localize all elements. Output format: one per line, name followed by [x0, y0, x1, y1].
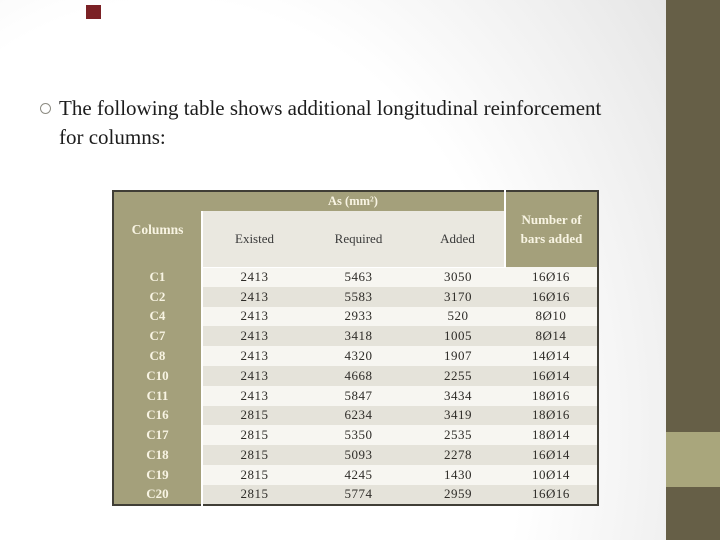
added-cell: 1005: [411, 326, 505, 347]
bars-added-cell: 16Ø16: [505, 267, 598, 287]
table-row: C19 2815 4245 1430 10Ø14: [113, 464, 598, 485]
row-header-cell: C17: [113, 425, 203, 446]
existed-cell: 2815: [202, 425, 306, 446]
bars-added-cell: 16Ø14: [505, 445, 598, 465]
table-row: C16 2815 6234 3419 18Ø16: [113, 405, 598, 426]
bars-added-cell: 14Ø14: [505, 346, 598, 366]
table-row: C17 2815 5350 2535 18Ø14: [113, 425, 598, 446]
bullet-item: The following table shows additional lon…: [40, 94, 640, 152]
existed-cell: 2413: [202, 306, 306, 327]
added-cell: 2255: [411, 365, 505, 386]
bars-added-cell: 18Ø14: [505, 425, 598, 446]
existed-cell: 2413: [202, 385, 306, 406]
header-row-sub: Existed Required Added: [113, 211, 598, 268]
bars-header-line-1: Number of: [521, 211, 582, 227]
row-header-cell: C11: [113, 385, 203, 406]
bars-added-cell: 16Ø16: [505, 286, 598, 307]
header-row-as: Columns As (mm²) Number of bars added: [113, 191, 598, 267]
table-row: C4 2413 2933 520 8Ø10: [113, 306, 598, 327]
required-header-cell: Required: [306, 211, 411, 268]
row-header-cell: C4: [113, 306, 203, 327]
existed-cell: 2815: [202, 464, 306, 485]
required-cell: 4245: [306, 464, 411, 485]
as-mm2-header-cell: As (mm²): [202, 191, 505, 211]
required-cell: 4668: [306, 365, 411, 386]
right-accent-bar-block: [666, 432, 720, 487]
row-header-cell: C8: [113, 346, 203, 366]
bars-added-cell: 16Ø16: [505, 484, 598, 505]
added-cell: 520: [411, 306, 505, 327]
required-cell: 5463: [306, 267, 411, 287]
row-header-cell: C19: [113, 464, 203, 485]
bars-added-cell: 18Ø16: [505, 385, 598, 406]
required-cell: 5093: [306, 445, 411, 465]
bars-added-cell: 8Ø10: [505, 306, 598, 327]
added-cell: 3419: [411, 405, 505, 426]
table-row: C8 2413 4320 1907 14Ø14: [113, 346, 598, 366]
table-row: C20 2815 5774 2959 16Ø16: [113, 484, 598, 505]
added-cell: 1430: [411, 464, 505, 485]
table-row: C1 2413 5463 3050 16Ø16: [113, 267, 598, 287]
existed-cell: 2815: [202, 405, 306, 426]
bars-added-cell: 16Ø14: [505, 365, 598, 386]
existed-cell: 2413: [202, 365, 306, 386]
body-text-line-1: The following table shows additional lon…: [59, 96, 602, 120]
existed-header-cell: Existed: [201, 211, 306, 268]
table-row: C2 2413 5583 3170 16Ø16: [113, 286, 598, 307]
required-cell: 3418: [306, 326, 411, 347]
required-cell: 4320: [306, 346, 411, 366]
required-cell: 2933: [306, 306, 411, 327]
added-header-cell: Added: [411, 211, 505, 268]
added-cell: 1907: [411, 346, 505, 366]
required-cell: 5583: [306, 286, 411, 307]
columns-header-cell: Columns: [113, 191, 202, 267]
table-row: C11 2413 5847 3434 18Ø16: [113, 385, 598, 406]
table-row: C7 2413 3418 1005 8Ø14: [113, 326, 598, 347]
existed-cell: 2413: [202, 286, 306, 307]
bars-added-header-cell: Number of bars added: [504, 191, 598, 267]
slide-body-text: The following table shows additional lon…: [59, 94, 601, 152]
added-cell: 2278: [411, 445, 505, 465]
reinforcement-table: Columns As (mm²) Number of bars added Ex…: [112, 190, 599, 506]
bars-header-line-2: bars added: [520, 230, 583, 246]
row-header-cell: C1: [113, 267, 203, 287]
body-text-line-2: for columns:: [59, 125, 166, 149]
added-cell: 3434: [411, 385, 505, 406]
row-header-cell: C20: [113, 484, 203, 505]
existed-cell: 2413: [202, 326, 306, 347]
required-cell: 6234: [306, 405, 411, 426]
circle-bullet-icon: [40, 103, 51, 114]
added-cell: 2535: [411, 425, 505, 446]
top-accent-square: [86, 5, 101, 19]
added-cell: 3170: [411, 286, 505, 307]
row-header-cell: C16: [113, 405, 203, 426]
added-cell: 2959: [411, 484, 505, 505]
bars-added-cell: 18Ø16: [505, 405, 598, 426]
bars-added-cell: 8Ø14: [505, 326, 598, 347]
table-row: C10 2413 4668 2255 16Ø14: [113, 365, 598, 386]
bars-added-cell: 10Ø14: [505, 464, 598, 485]
existed-cell: 2413: [202, 346, 306, 366]
row-header-cell: C7: [113, 326, 203, 347]
existed-cell: 2815: [202, 445, 306, 465]
required-cell: 5774: [306, 484, 411, 505]
right-accent-bar: [666, 0, 720, 540]
table-row: C18 2815 5093 2278 16Ø14: [113, 445, 598, 465]
required-cell: 5350: [306, 425, 411, 446]
existed-cell: 2815: [202, 484, 306, 505]
row-header-cell: C10: [113, 365, 203, 386]
row-header-cell: C2: [113, 286, 203, 307]
row-header-cell: C18: [113, 445, 203, 465]
existed-cell: 2413: [202, 267, 306, 287]
added-cell: 3050: [411, 267, 505, 287]
required-cell: 5847: [306, 385, 411, 406]
